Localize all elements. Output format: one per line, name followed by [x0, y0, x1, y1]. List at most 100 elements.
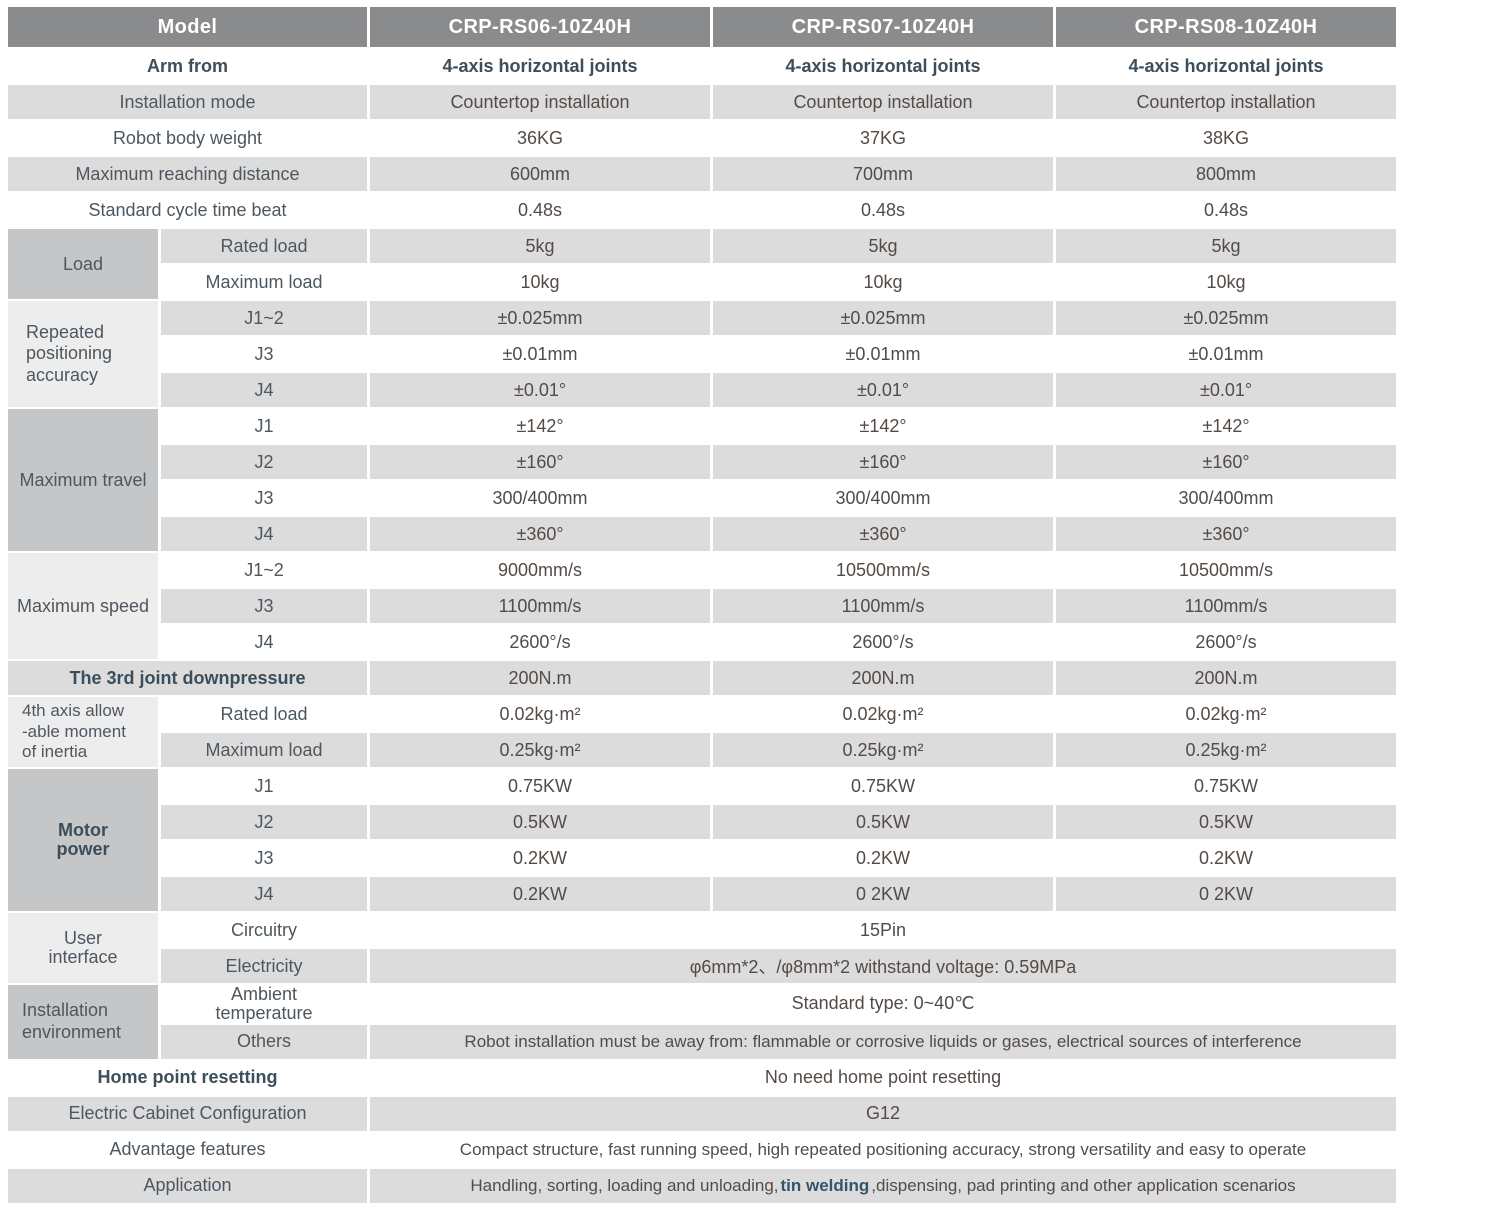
cell-value: ±160° — [713, 445, 1053, 479]
table-row-inertia-max: Maximum load 0.25kg·m² 0.25kg·m² 0.25kg·… — [8, 733, 1396, 767]
table-row-circuitry: User interface Circuitry 15Pin — [8, 913, 1396, 983]
cell-value: 0.2KW — [855, 847, 911, 868]
row-sublabel: Rated load — [161, 229, 367, 263]
cell-value: 1100mm/s — [370, 589, 710, 623]
row-sublabel: J1~2 — [244, 559, 284, 580]
cell-value: ±142° — [859, 415, 907, 436]
cell-value: 0.25kg·m² — [713, 733, 1053, 767]
cell-value: 300/400mm — [1178, 487, 1274, 508]
table-row-travel-j1: Maximum travel J1 ±142° ±142° ±142° — [8, 409, 1396, 551]
row-label: Installation mode — [8, 85, 367, 119]
model-header-label: Model — [8, 7, 367, 47]
row-sublabel: J1~2 — [161, 301, 367, 335]
table-row-electricity: Electricity φ6mm*2、/φ8mm*2 withstand vol… — [8, 949, 1396, 983]
row-sublabel: J3 — [254, 487, 274, 508]
table-row-speed-j3: J3 1100mm/s 1100mm/s 1100mm/s — [8, 589, 1396, 623]
section-installation-environment: Installation environment — [8, 985, 158, 1059]
table-row-speed-j4: J4 2600°/s 2600°/s 2600°/s — [8, 625, 1396, 659]
table-row-rpa-j3: J3 ±0.01mm ±0.01mm ±0.01mm — [8, 337, 1396, 371]
section-4th-axis-inertia: 4th axis allow -able moment of inertia — [8, 697, 158, 767]
cell-value: ±160° — [370, 445, 710, 479]
cell-value-span: Standard type: 0~40℃ — [791, 993, 975, 1014]
row-sublabel: J1 — [254, 415, 274, 436]
row-label: Home point resetting — [97, 1067, 278, 1088]
cell-value: Countertop installation — [370, 85, 710, 119]
cell-value: 0.5KW — [1056, 805, 1396, 839]
cell-value: 4-axis horizontal joints — [442, 55, 638, 76]
table-row-rpa-j12: Repeated positioning accuracy J1~2 ±0.02… — [8, 301, 1396, 407]
row-sublabel: J3 — [254, 343, 274, 364]
application-text-pre: Handling, sorting, loading and unloading… — [470, 1175, 779, 1195]
cell-value: 0.2KW — [370, 877, 710, 911]
cell-value: 0.2KW — [512, 847, 568, 868]
table-row-home-point: Home point resetting No need home point … — [8, 1061, 1396, 1095]
row-label: Electric Cabinet Configuration — [8, 1096, 367, 1131]
cell-value: 0.75KW — [1193, 775, 1259, 796]
row-sublabel: J4 — [161, 517, 367, 551]
cell-value: 0.75KW — [850, 775, 916, 796]
cell-value: ±360° — [713, 517, 1053, 551]
cell-value-span: Compact structure, fast running speed, h… — [459, 1139, 1307, 1159]
cell-value: 0.75KW — [507, 775, 573, 796]
model-header-rs07: CRP-RS07-10Z40H — [713, 7, 1053, 47]
cell-value: ±0.01mm — [1188, 343, 1264, 364]
cell-value-span: Robot installation must be away from: fl… — [370, 1024, 1396, 1059]
cell-value: ±360° — [370, 517, 710, 551]
table-row-travel-j2: J2 ±160° ±160° ±160° — [8, 445, 1396, 479]
cell-value-span: G12 — [370, 1096, 1396, 1131]
cell-value: 600mm — [370, 157, 710, 191]
row-sublabel: J3 — [254, 847, 274, 868]
row-label: Standard cycle time beat — [88, 199, 287, 220]
spec-table: Model CRP-RS06-10Z40H CRP-RS07-10Z40H CR… — [5, 5, 1399, 1205]
row-sublabel: Others — [161, 1024, 367, 1059]
table-row-inertia-rated: 4th axis allow -able moment of inertia R… — [8, 697, 1396, 767]
cell-value: 5kg — [713, 229, 1053, 263]
table-row-installation-mode: Installation mode Countertop installatio… — [8, 85, 1396, 119]
row-sublabel: Maximum load — [161, 733, 367, 767]
cell-value: 0.02kg·m² — [499, 703, 581, 724]
table-row-travel-j3: J3 300/400mm 300/400mm 300/400mm — [8, 481, 1396, 515]
cell-value: 300/400mm — [835, 487, 931, 508]
cell-value: Countertop installation — [713, 85, 1053, 119]
cell-value: 10500mm/s — [1178, 559, 1274, 580]
cell-value: 0.5KW — [370, 805, 710, 839]
cell-value: ±0.01° — [370, 373, 710, 407]
cell-value: 0.25kg·m² — [370, 733, 710, 767]
cell-value: 10500mm/s — [835, 559, 931, 580]
row-sublabel: J4 — [254, 631, 274, 652]
cell-value: ±142° — [516, 415, 564, 436]
cell-value: ±0.025mm — [370, 301, 710, 335]
table-row-advantage-features: Advantage features Compact structure, fa… — [8, 1133, 1396, 1167]
section-maximum-travel: Maximum travel — [8, 409, 158, 551]
cell-value-span: Handling, sorting, loading and unloading… — [370, 1168, 1396, 1203]
cell-value-span: φ6mm*2、/φ8mm*2 withstand voltage: 0.59MP… — [370, 949, 1396, 983]
application-text-bold: tin welding — [780, 1175, 870, 1195]
table-row-application: Application Handling, sorting, loading a… — [8, 1168, 1396, 1203]
row-sublabel: Rated load — [220, 703, 308, 724]
cell-value: 2600°/s — [509, 631, 571, 652]
table-row-model: Model CRP-RS06-10Z40H CRP-RS07-10Z40H CR… — [8, 7, 1396, 47]
table-row-ambient-temperature: Installation environment Ambient tempera… — [8, 985, 1396, 1059]
table-row-downpressure: The 3rd joint downpressure 200N.m 200N.m… — [8, 661, 1396, 695]
cell-value: 9000mm/s — [497, 559, 583, 580]
section-maximum-speed: Maximum speed — [8, 553, 158, 659]
row-sublabel: Maximum load — [205, 271, 323, 292]
cell-value: 10kg — [1206, 271, 1246, 292]
table-row-rpa-j4: J4 ±0.01° ±0.01° ±0.01° — [8, 373, 1396, 407]
row-sublabel: J2 — [161, 445, 367, 479]
table-row-travel-j4: J4 ±360° ±360° ±360° — [8, 517, 1396, 551]
cell-value: 0.48s — [517, 199, 563, 220]
cell-value: ±360° — [1056, 517, 1396, 551]
cell-value: 0 2KW — [713, 877, 1053, 911]
cell-value: ±0.01mm — [845, 343, 921, 364]
cell-value: 0.02kg·m² — [842, 703, 924, 724]
section-repeated-positioning-accuracy: Repeated positioning accuracy — [8, 301, 158, 407]
cell-value: 1100mm/s — [1056, 589, 1396, 623]
cell-value: 200N.m — [1056, 661, 1396, 695]
cell-value: 200N.m — [370, 661, 710, 695]
table-row-cycle-time: Standard cycle time beat 0.48s 0.48s 0.4… — [8, 193, 1396, 227]
cell-value: 0 2KW — [1056, 877, 1396, 911]
cell-value: 2600°/s — [852, 631, 914, 652]
cell-value: ±0.025mm — [1056, 301, 1396, 335]
cell-value: 10kg — [520, 271, 560, 292]
